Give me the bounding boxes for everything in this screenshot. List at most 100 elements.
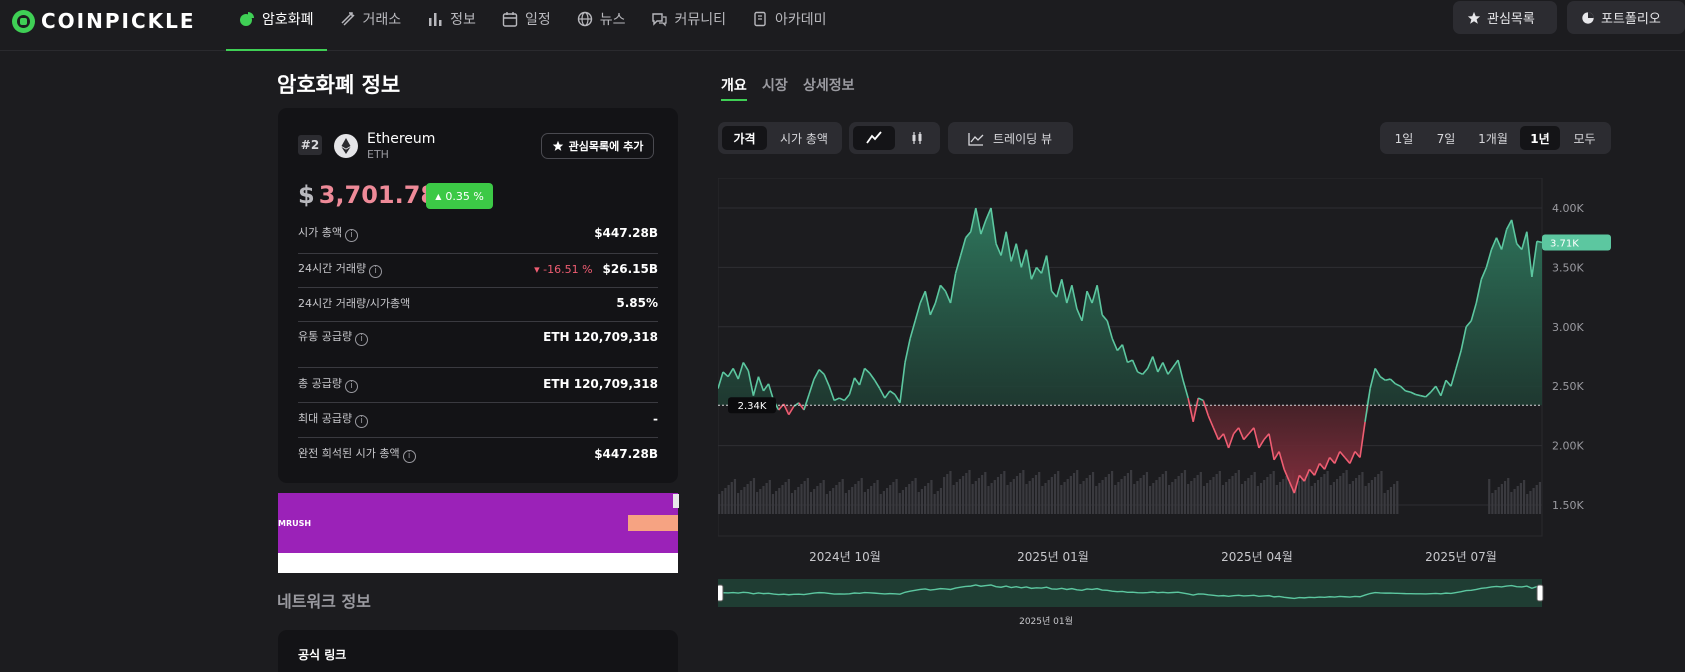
add-to-watchlist-button[interactable]: 관심목록에 추가 (541, 133, 654, 159)
volume-bar (933, 494, 936, 514)
metric-price-button[interactable]: 가격 (722, 126, 767, 150)
volume-bar (927, 483, 930, 514)
info-icon[interactable]: i (355, 333, 369, 346)
volume-bar (1516, 486, 1519, 514)
nav-item-schedule[interactable]: 일정 (489, 0, 564, 38)
price-line-segment (879, 388, 886, 399)
price-line-segment (939, 284, 947, 292)
range-1d-button[interactable]: 1일 (1394, 131, 1414, 146)
volume-bar (838, 482, 841, 514)
navigator-line (717, 584, 1543, 600)
stat-row-market-cap: 시가 총액 i $447.28B (298, 224, 658, 242)
price-line-segment (1005, 231, 1012, 262)
price-line-segment (1495, 237, 1503, 250)
volume-bar (993, 480, 996, 514)
metric-market-cap-button[interactable]: 시가 총액 (780, 131, 828, 146)
volume-bar (1104, 477, 1107, 514)
line-chart-button[interactable] (853, 126, 895, 150)
volume-bar (898, 493, 901, 514)
volume-bar (1202, 486, 1206, 514)
tab-market[interactable]: 시장 (762, 78, 788, 94)
volume-bar (1529, 491, 1532, 514)
volume-bar (908, 484, 911, 514)
volume-bar (1015, 476, 1019, 514)
baseline-label: 2.34K (738, 401, 767, 412)
volume-bar (958, 479, 962, 514)
price-line-segment (1222, 433, 1230, 449)
y-tick-label: 3.00K (1552, 321, 1584, 334)
volume-bar (860, 478, 863, 514)
price-line-segment (1349, 451, 1356, 464)
price-line-segment (1202, 400, 1210, 417)
ad-close-icon[interactable] (673, 494, 679, 508)
candlestick-button[interactable] (897, 126, 937, 150)
volume-bar (1161, 474, 1164, 514)
info-icon[interactable]: i (402, 450, 416, 463)
portfolio-button[interactable]: 포트폴리오 (1567, 1, 1685, 34)
official-links-card: 공식 링크 (278, 630, 678, 672)
price-line-segment (924, 290, 932, 316)
price-line-segment (899, 362, 906, 403)
volume-bar (996, 477, 1000, 514)
trading-view-button[interactable]: 트레이딩 뷰 (948, 122, 1073, 154)
range-7d-button[interactable]: 7일 (1436, 131, 1456, 146)
price-chart-svg[interactable]: 4.00K 3.50K 3.00K 2.50K 2.00K 1.50K 2.34K 3.71… (716, 177, 1611, 630)
volume-bar (1288, 473, 1291, 514)
volume-bar (895, 479, 898, 514)
stat-value: $26.15B (602, 262, 658, 276)
price-line-segment (757, 376, 765, 392)
stat-label: 총 공급량 (298, 377, 342, 390)
page-title: 암호화폐 정보 (277, 73, 401, 97)
price-line-segment (1096, 285, 1103, 316)
price-line-segment (848, 377, 856, 395)
volume-bar (892, 482, 895, 514)
volume-bar (1196, 475, 1199, 514)
volume-bar (825, 494, 828, 514)
price-line-segment (1288, 480, 1296, 494)
advertisement-banner[interactable]: MRUSH (278, 493, 679, 573)
coin-summary-card: #2 Ethereum ETH 관심목록에 추가 $3,701.78 ▲ 0.3… (278, 108, 678, 483)
watchlist-button[interactable]: 관심목록 (1453, 1, 1557, 34)
volume-bar (1297, 481, 1301, 514)
volume-bar (1253, 472, 1256, 514)
nav-item-community[interactable]: 커뮤니티 (638, 0, 739, 38)
info-icon[interactable]: i (344, 380, 358, 393)
volume-bar (1386, 490, 1389, 514)
volume-bar (1329, 485, 1332, 514)
nav-label: 아카데미 (775, 12, 827, 28)
price-line-segment (884, 390, 891, 399)
volume-bar (1019, 473, 1022, 514)
volume-bar (1152, 483, 1155, 514)
volume-bar (1513, 489, 1516, 514)
price-line-segment (1227, 433, 1235, 449)
price-line-segment (1450, 368, 1457, 387)
nav-item-academy[interactable]: 아카데미 (739, 0, 840, 38)
nav-item-news[interactable]: 뉴스 (564, 0, 639, 38)
info-icon[interactable]: i (355, 415, 369, 428)
volume-bar (1044, 483, 1047, 514)
range-1m-button[interactable]: 1개월 (1478, 131, 1508, 146)
volume-bar (1535, 485, 1538, 514)
price-line-segment (808, 378, 815, 395)
price-chart[interactable]: 4.00K 3.50K 3.00K 2.50K 2.00K 1.50K 2.34K 3.71… (716, 177, 1611, 630)
range-1y-button[interactable]: 1년 (1520, 126, 1560, 150)
info-icon[interactable]: i (344, 229, 358, 242)
price-line-segment (929, 302, 937, 316)
volume-bar (1187, 484, 1190, 514)
nav-item-exchange[interactable]: 거래소 (327, 0, 415, 38)
volume-bar (1494, 490, 1497, 514)
tab-overview[interactable]: 개요 (721, 75, 747, 101)
logo[interactable]: COINPICKLE (12, 9, 196, 33)
volume-bar (1025, 484, 1028, 514)
volume-bar (1380, 471, 1383, 514)
info-icon[interactable]: i (369, 265, 383, 278)
volume-bar (1310, 486, 1313, 514)
ad-cta-button[interactable] (628, 515, 678, 531)
nav-item-info[interactable]: 정보 (414, 0, 489, 38)
price-line-segment (1420, 394, 1426, 398)
volume-bar (965, 473, 968, 514)
nav-item-crypto[interactable]: 암호화폐 (226, 0, 327, 51)
tab-details[interactable]: 상세정보 (803, 78, 855, 94)
range-all-button[interactable]: 모두 (1573, 131, 1596, 146)
top-navbar: COINPICKLE 암호화폐 거래소 정보 일정 뉴스 커뮤니티 아카데미 (0, 0, 1685, 51)
